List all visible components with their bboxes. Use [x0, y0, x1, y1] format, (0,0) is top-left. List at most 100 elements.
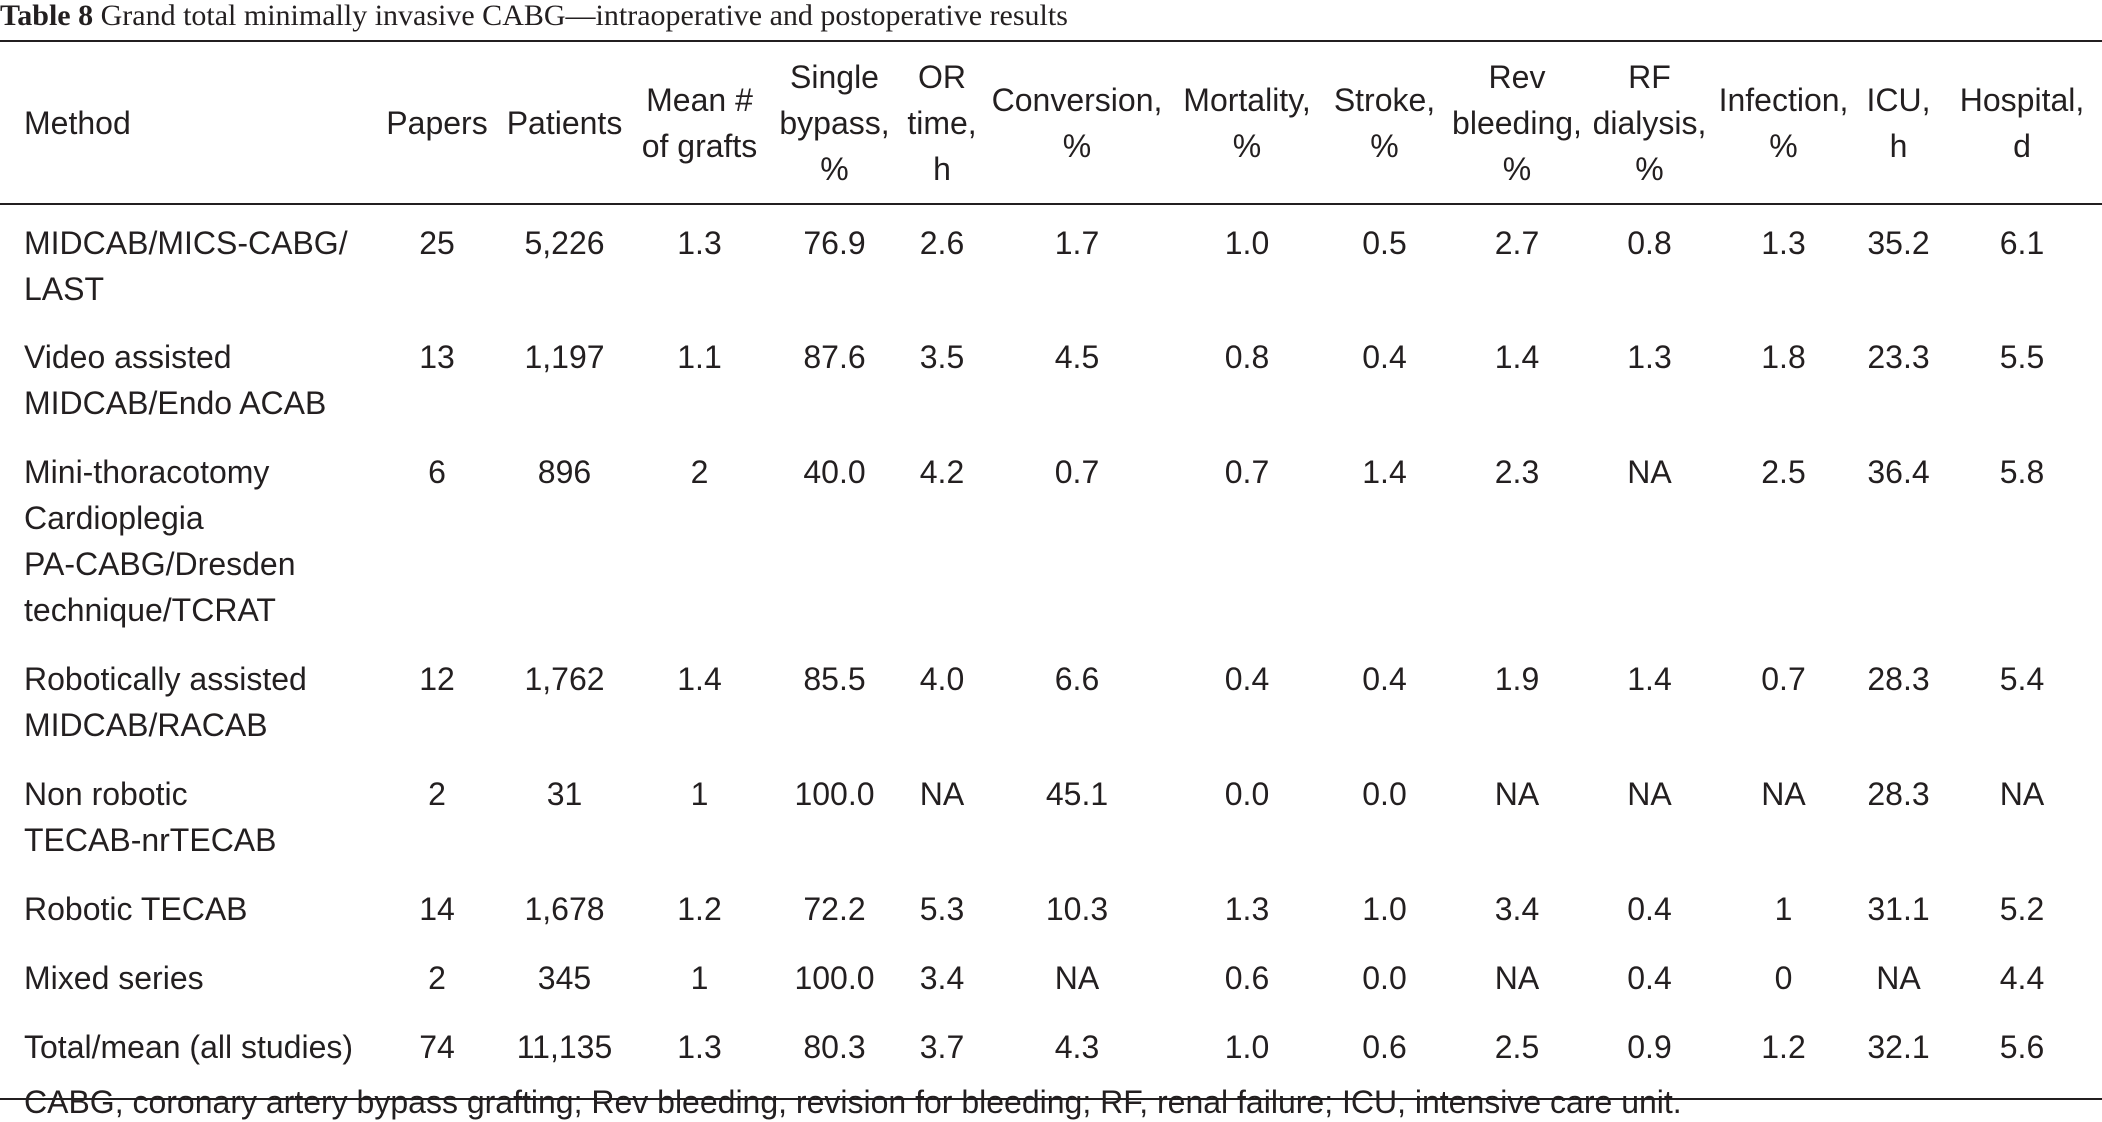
value-cell: NA	[1054, 960, 1100, 996]
method-cell: Video assisted MIDCAB/Endo ACAB	[0, 334, 377, 449]
column-header: Single bypass,%	[767, 41, 902, 204]
value-cell: 74	[419, 1029, 455, 1065]
column-header: OR time, h	[902, 41, 982, 204]
value-cell: 85.5	[803, 661, 866, 697]
value-cell: 1.4	[1362, 454, 1407, 490]
value-cell: 1.0	[1362, 891, 1407, 927]
value-cell: 14	[419, 891, 455, 927]
value-cell: 2	[690, 454, 709, 490]
value-cell: 10.3	[1045, 891, 1109, 927]
table-body: MIDCAB/MICS-CABG/LAST 25 5,226 1.3 76.9 2.6 1.…	[0, 204, 2102, 1099]
value-cell: 0.6	[1362, 1029, 1407, 1065]
value-cell: NA	[1876, 960, 1921, 996]
method-line: Robotic TECAB	[24, 891, 248, 927]
results-table: Method Papers Patients Mean # of grafts Singl…	[0, 40, 2102, 1100]
column-header-line: dialysis,	[1592, 104, 1707, 141]
method-line: TECAB-nrTECAB	[24, 822, 277, 858]
value-cell: 11,135	[516, 1029, 613, 1065]
value-cell: 2.6	[919, 225, 965, 261]
value-cell: NA	[1999, 776, 2045, 812]
value-cell: 4.0	[919, 661, 965, 697]
value-cell: 1.3	[677, 1029, 722, 1065]
value-cell: 1.3	[1627, 339, 1672, 375]
column-header-line: Single	[790, 58, 879, 95]
column-header-line: Hospital,	[1959, 81, 2085, 118]
column-header: Papers	[377, 41, 497, 204]
value-cell: 4.4	[1999, 960, 2045, 996]
method-line: Cardioplegia	[24, 500, 204, 536]
method-line: Video assisted	[24, 339, 232, 375]
column-header: Hospital, d	[1942, 41, 2102, 204]
column-header-line: %	[1635, 150, 1664, 187]
value-cell: 1.4	[1494, 339, 1540, 375]
column-header-line: h	[933, 150, 951, 187]
value-cell: 1.8	[1761, 339, 1806, 375]
value-cell: 6.6	[1054, 661, 1100, 697]
value-cell: 1.4	[1627, 661, 1672, 697]
value-cell: 12	[419, 661, 455, 697]
value-cell: 100.0	[794, 776, 875, 812]
value-cell: 100.0	[794, 960, 875, 996]
value-cell: 4.3	[1054, 1029, 1100, 1065]
method-line: Robotically assisted	[24, 661, 307, 697]
method-line: technique/TCRAT	[24, 592, 276, 628]
value-cell: 4.2	[919, 454, 965, 490]
value-cell: 3.4	[919, 960, 965, 996]
value-cell: 87.6	[803, 339, 866, 375]
value-cell: 1,762	[524, 661, 605, 697]
value-cell: 5.6	[1999, 1029, 2045, 1065]
column-header-line: bypass,	[779, 104, 890, 141]
method-line: Mini-thoracotomy	[24, 454, 270, 490]
value-cell: 45.1	[1045, 776, 1109, 812]
method-cell: MIDCAB/MICS-CABG/LAST	[0, 204, 377, 334]
value-cell: 2.5	[1494, 1029, 1540, 1065]
value-cell: 1.2	[1761, 1029, 1806, 1065]
value-cell: 0.4	[1627, 960, 1672, 996]
value-cell: 6	[428, 454, 446, 490]
value-cell: 1.2	[677, 891, 722, 927]
value-cell: 1.7	[1054, 225, 1100, 261]
value-cell: 1.3	[1761, 225, 1806, 261]
value-cell: 72.2	[803, 891, 866, 927]
value-cell: 345	[537, 960, 592, 996]
column-header-line: time,	[907, 104, 977, 141]
column-header: Conversion,%	[982, 41, 1172, 204]
method-cell: Non robotic TECAB-nrTECAB	[0, 771, 377, 886]
column-header-line: RF	[1628, 58, 1671, 95]
value-cell: 5,226	[524, 225, 605, 261]
value-cell: 5.5	[1999, 339, 2045, 375]
column-header-line: h	[1889, 127, 1908, 164]
value-cell: 6.1	[1999, 225, 2045, 261]
column-header-line: Mean #	[646, 81, 753, 118]
value-cell: 1	[690, 776, 709, 812]
value-cell: 1.1	[677, 339, 722, 375]
column-header: Method	[0, 41, 377, 204]
method-line: Mixed series	[24, 960, 204, 996]
column-header-line: ICU,	[1866, 81, 1931, 118]
column-header-line: OR	[918, 58, 966, 95]
value-cell: 0.4	[1362, 661, 1407, 697]
value-cell: 13	[419, 339, 455, 375]
table-row: Mini-thoracotomy Cardioplegia PA-CABG/Dres…	[0, 449, 2102, 656]
column-header-line: Method	[24, 104, 131, 141]
value-cell: 2.3	[1494, 454, 1540, 490]
value-cell: 1.0	[1224, 1029, 1270, 1065]
method-cell: Mixed series	[0, 955, 377, 1024]
value-cell: 1,197	[524, 339, 605, 375]
value-cell: 1.0	[1224, 225, 1270, 261]
value-cell: 0.6	[1224, 960, 1270, 996]
table-row: Non robotic TECAB-nrTECAB 2 31 1 100.0 NA 45.1 0…	[0, 771, 2102, 886]
table-row: Robotically assisted MIDCAB/RACAB 12 1,762 1…	[0, 656, 2102, 771]
table-row: Mixed series 2 345 1 100.0 3.4 NA 0.6 0.0 NA 0.4 0 N…	[0, 955, 2102, 1024]
value-cell: NA	[1761, 776, 1806, 812]
value-cell: 3.7	[919, 1029, 965, 1065]
table-footnote: CABG, coronary artery bypass grafting; R…	[24, 1084, 1682, 1120]
value-cell: NA	[1494, 960, 1540, 996]
column-header: Mortality,%	[1172, 41, 1322, 204]
value-cell: 31.1	[1867, 891, 1930, 927]
value-cell: 5.2	[1999, 891, 2045, 927]
value-cell: 0.8	[1627, 225, 1672, 261]
value-cell: 2	[428, 960, 446, 996]
value-cell: 0.0	[1362, 776, 1407, 812]
value-cell: 4.5	[1054, 339, 1100, 375]
